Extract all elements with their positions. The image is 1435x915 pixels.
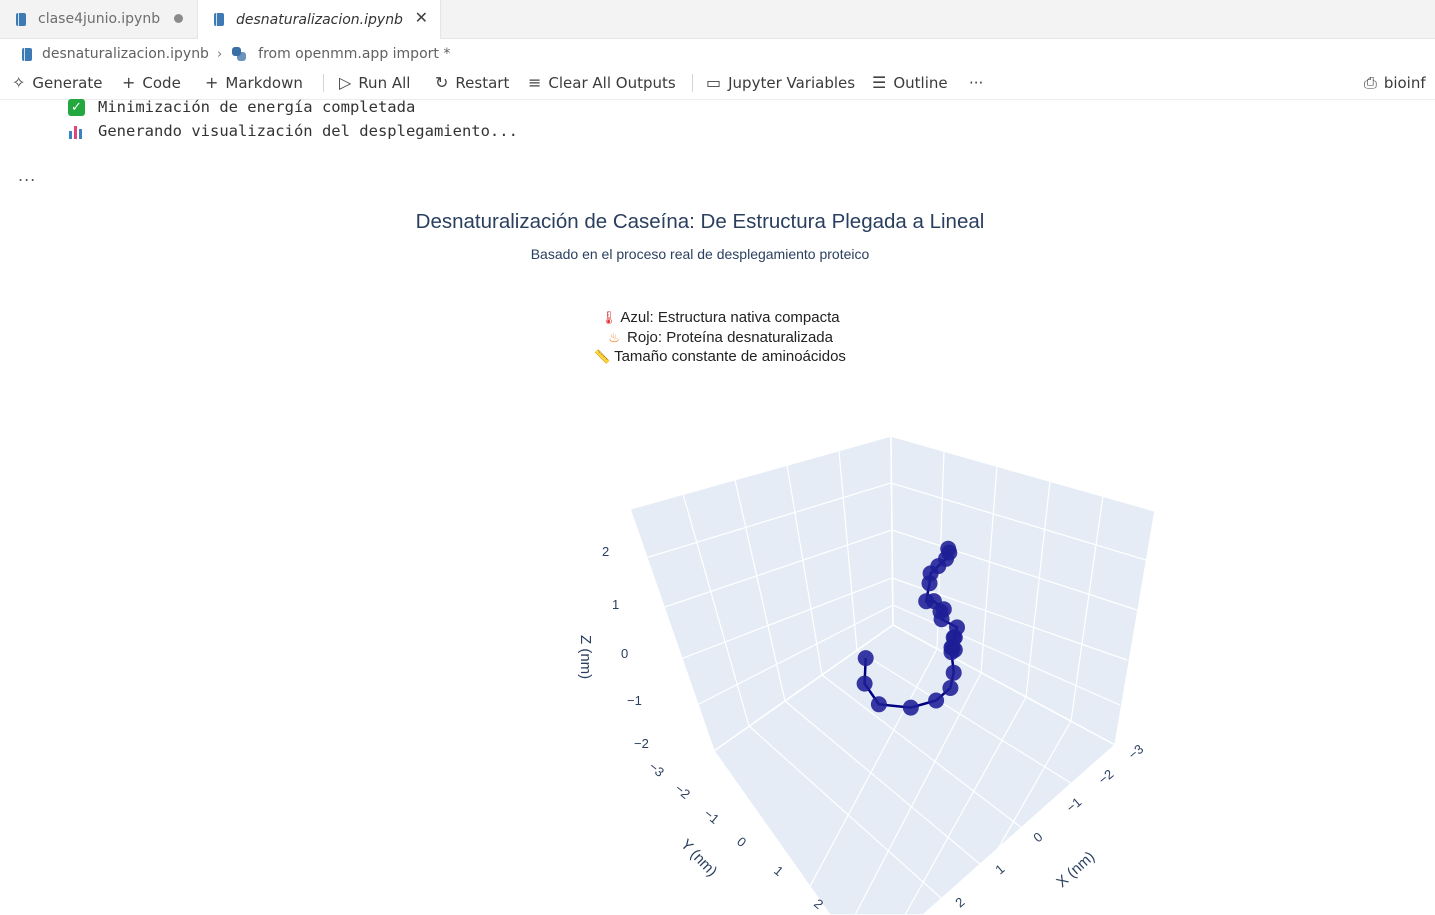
z-tick: −1 [627, 693, 642, 708]
y-tick: −2 [672, 781, 693, 802]
tab-clase4junio[interactable]: clase4junio.ipynb [0, 0, 198, 38]
variables-icon: ▭ [706, 73, 722, 92]
chevron-right-icon: › [216, 46, 223, 62]
markdown-label: Markdown [225, 74, 303, 92]
plus-icon: + [205, 73, 219, 92]
bar-chart-icon [68, 123, 85, 140]
amino-acid-point[interactable] [921, 575, 938, 592]
z-tick: −2 [634, 736, 649, 751]
jupyter-variables-label: Jupyter Variables [728, 74, 856, 92]
kernel-picker[interactable]: ⎙ bioinf [1364, 72, 1426, 94]
output-text: Minimización de energía completada [98, 98, 416, 116]
y-tick: −3 [646, 759, 667, 780]
outline-icon: ☰ [872, 73, 887, 92]
unsaved-dot-icon[interactable] [174, 14, 183, 23]
x-tick: −1 [1063, 794, 1084, 815]
legend-line-size: 📏 Tamaño constante de aminoácidos [0, 348, 1435, 365]
output-text: Generando visualización del desplegamien… [98, 122, 518, 140]
clear-all-outputs-label: Clear All Outputs [548, 74, 676, 92]
fire-icon: ♨ [608, 330, 620, 345]
output-line-generating: Generando visualización del desplegamien… [68, 122, 518, 140]
legend-line-native: 🌡 Azul: Estructura nativa compacta [0, 309, 1435, 326]
amino-acid-point[interactable] [928, 692, 945, 709]
more-actions-button[interactable]: ··· [969, 72, 983, 94]
sparkle-icon: ✧ [12, 73, 26, 92]
amino-acid-point[interactable] [857, 650, 874, 667]
editor-tab-bar: clase4junio.ipynb desnaturalizacion.ipyn… [0, 0, 1435, 39]
tab-desnaturalizacion[interactable]: desnaturalizacion.ipynb ✕ [198, 0, 441, 39]
output-line-minimization: ✓ Minimización de energía completada [68, 98, 415, 116]
output-more-ellipsis[interactable]: ... [18, 166, 37, 185]
amino-acid-point[interactable] [870, 696, 887, 713]
protein-trace[interactable] [856, 540, 965, 716]
x-tick: 0 [1030, 829, 1045, 845]
notebook-toolbar: ✧ Generate + Code + Markdown ▷ Run All ↻… [0, 68, 1435, 100]
tab-label: clase4junio.ipynb [38, 11, 161, 27]
close-icon[interactable]: ✕ [414, 8, 428, 27]
amino-acid-point[interactable] [933, 611, 950, 628]
ruler-icon: 📏 [594, 349, 611, 364]
x-tick: −3 [1125, 741, 1146, 762]
amino-acid-point[interactable] [902, 699, 919, 716]
x-tick: 2 [952, 894, 967, 910]
tab-label: desnaturalizacion.ipynb [236, 11, 403, 28]
run-all-label: Run All [358, 74, 411, 92]
breadcrumb: desnaturalizacion.ipynb › from openmm.ap… [22, 43, 450, 65]
code-label: Code [142, 74, 181, 92]
generate-label: Generate [32, 74, 103, 92]
x-tick: 1 [992, 861, 1007, 877]
z-tick: 2 [602, 544, 609, 559]
amino-acid-point[interactable] [942, 680, 959, 696]
outline-button[interactable]: ☰ Outline [872, 72, 948, 94]
x-tick: −2 [1095, 766, 1116, 787]
notebook-icon [22, 47, 32, 61]
legend-text: Rojo: Proteína desnaturalizada [627, 329, 833, 346]
amino-acid-point[interactable] [943, 644, 960, 661]
floor-plane [712, 624, 1117, 915]
run-all-button[interactable]: ▷ Run All [339, 72, 410, 94]
grid-lines [638, 450, 1147, 915]
notebook-icon [16, 12, 26, 26]
kernel-label: bioinf [1383, 74, 1426, 92]
kernel-icon: ⎙ [1364, 73, 1377, 92]
legend-line-denatured: ♨ Rojo: Proteína desnaturalizada [0, 329, 1435, 346]
z-tick: 1 [612, 597, 619, 612]
y-tick: 0 [734, 834, 749, 850]
restart-icon: ↻ [435, 73, 449, 92]
y-axis-label: Y (nm) [677, 836, 720, 880]
z-tick: 0 [621, 646, 628, 661]
clear-all-icon: ≡ [528, 73, 542, 92]
restart-label: Restart [455, 74, 510, 92]
thermometer-icon: 🌡 [600, 310, 617, 325]
breadcrumb-cell[interactable]: from openmm.app import * [258, 46, 451, 62]
chart-title: Desnaturalización de Caseína: De Estruct… [415, 210, 985, 233]
toolbar-divider [692, 74, 693, 92]
notebook-icon [214, 13, 224, 26]
generate-button[interactable]: ✧ Generate [12, 72, 102, 94]
more-label: ··· [969, 74, 984, 92]
x-axis-label: X (nm) [1053, 848, 1098, 891]
restart-button[interactable]: ↻ Restart [435, 72, 509, 94]
chart-subtitle: Basado en el proceso real de desplegamie… [530, 246, 870, 262]
legend-text: Azul: Estructura nativa compacta [620, 309, 840, 326]
y-tick: −1 [701, 806, 722, 827]
legend-text: Tamaño constante de aminoácidos [614, 348, 846, 365]
add-markdown-button[interactable]: + Markdown [205, 72, 303, 94]
plus-icon: + [122, 73, 136, 92]
jupyter-variables-button[interactable]: ▭ Jupyter Variables [706, 72, 855, 94]
y-tick: 1 [771, 863, 786, 879]
outline-label: Outline [893, 74, 948, 92]
play-icon: ▷ [339, 73, 352, 92]
amino-acid-point[interactable] [945, 664, 962, 681]
z-axis-label: Z (nm) [577, 635, 594, 679]
add-code-button[interactable]: + Code [122, 72, 181, 94]
clear-all-outputs-button[interactable]: ≡ Clear All Outputs [528, 72, 676, 94]
amino-acid-point[interactable] [856, 675, 873, 692]
python-icon [232, 47, 247, 61]
check-icon: ✓ [68, 98, 85, 116]
toolbar-divider [323, 74, 324, 92]
breadcrumb-file[interactable]: desnaturalizacion.ipynb [42, 46, 209, 62]
z-axis-ticks: 2 1 0 −1 −2 [602, 544, 649, 751]
